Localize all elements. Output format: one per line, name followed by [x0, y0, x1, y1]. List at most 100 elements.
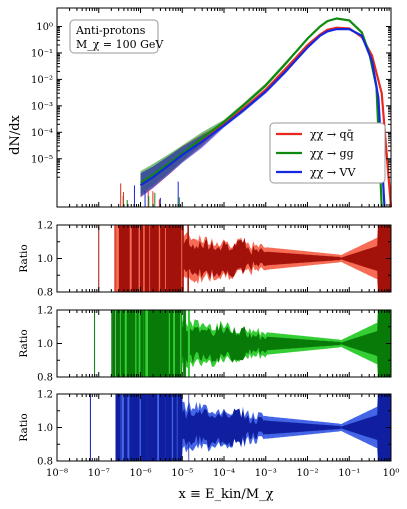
ratio-spike — [168, 310, 170, 377]
annotation-line-1: Anti-protons — [75, 24, 146, 37]
ratio-bands — [94, 310, 391, 377]
main-y-axis-label: dN/dx — [8, 114, 23, 154]
ratio-spike — [171, 310, 173, 377]
ratio-spike — [112, 310, 115, 377]
ratio-spike — [158, 225, 161, 292]
ratio-spike — [149, 225, 151, 292]
ratio-spike — [157, 394, 159, 461]
ratio-y-tick-label: 1.0 — [37, 423, 53, 434]
ratio-y-tick-label: 0.8 — [37, 457, 53, 468]
legend: χχ → qq̄ χχ → gg χχ → VV — [269, 122, 386, 184]
ratio-spike — [129, 225, 132, 292]
ratio-spike — [138, 310, 141, 377]
legend-label: χχ → gg — [310, 147, 354, 160]
ratio-y-tick-label: 1.0 — [37, 339, 53, 350]
ratio-spike — [119, 310, 121, 377]
ratio-spike — [129, 394, 132, 461]
ratio-panel-gg: 0.8 1.0 1.2 Ratio — [18, 306, 392, 384]
annotation-line-2: M_χ = 100 GeV — [76, 38, 164, 51]
legend-label: χχ → VV — [310, 166, 356, 179]
ratio-bands — [98, 225, 391, 292]
ratio-spike — [163, 394, 166, 461]
ratio-spike — [187, 225, 189, 292]
ratio-spike — [144, 394, 146, 461]
ratio-spike — [182, 225, 184, 292]
y-tick-label: 10⁰ — [36, 22, 53, 33]
ratio-spike — [115, 225, 117, 292]
ratio-spike — [146, 310, 149, 377]
x-axis-label: x ≡ E_kin/M_χ — [179, 487, 274, 502]
x-tick-label: 10⁻⁶ — [129, 468, 151, 479]
ratio-spike — [125, 225, 128, 292]
x-tick-label: 10⁻⁴ — [213, 468, 235, 479]
ratio-y-tick-label: 0.8 — [37, 373, 53, 384]
ratio-panel-vv: 0.8 1.0 1.2 Ratio — [18, 390, 392, 468]
ratio-spike — [127, 225, 129, 292]
x-tick-label: 10⁻⁷ — [88, 468, 110, 479]
x-tick-label: 10⁻² — [296, 468, 318, 479]
ratio-spike — [135, 225, 138, 292]
ratio-spike — [163, 225, 165, 292]
ratio-spike — [176, 394, 178, 461]
ratio-spike — [128, 394, 130, 461]
x-tick-label: 10⁻¹ — [338, 468, 360, 479]
ratio-spike — [172, 310, 173, 377]
y-tick-label: 10⁻⁵ — [31, 154, 53, 165]
ratio-spike — [120, 394, 122, 461]
ratio-spike — [124, 310, 127, 377]
ratio-spike — [135, 310, 137, 377]
ratio-spike — [188, 394, 190, 461]
ratio-spike — [143, 225, 145, 292]
ratio-spike — [121, 394, 124, 461]
ratio-y-axis-label: Ratio — [18, 329, 30, 357]
ratio-spike — [137, 225, 139, 292]
ratio-spike — [169, 394, 171, 461]
main-series-lines — [139, 17, 393, 208]
x-tick-label: 10⁻⁸ — [46, 468, 68, 479]
y-tick-label: 10⁻³ — [31, 101, 53, 112]
ratio-spike — [138, 225, 140, 292]
ratio-y-axis-label: Ratio — [18, 413, 30, 441]
ratio-y-tick-label: 1.2 — [37, 306, 53, 317]
ratio-spike — [164, 225, 166, 292]
ratio-spike — [114, 225, 116, 292]
y-tick-label: 10⁻⁴ — [31, 128, 53, 139]
annotation-box — [69, 19, 159, 54]
main-frame — [56, 7, 392, 208]
main-spectrum-panel: 10⁰ 10⁻¹ 10⁻² 10⁻³ 10⁻⁴ 10⁻⁵ dN/dx Anti-proto… — [8, 7, 393, 208]
ratio-spike — [173, 310, 176, 377]
ratio-spike — [141, 310, 144, 377]
y-tick-label: 10⁻² — [31, 75, 53, 86]
ratio-spike — [139, 394, 141, 461]
ratio-spike — [118, 225, 119, 292]
ratio-spike — [111, 310, 113, 377]
ratio-spike — [134, 394, 136, 461]
ratio-spike — [145, 310, 148, 377]
ratio-y-tick-label: 1.2 — [37, 390, 53, 401]
ratio-spike — [155, 394, 157, 461]
ratio-y-tick-label: 1.2 — [37, 221, 53, 232]
ratio-spike — [142, 394, 144, 461]
ratio-spike — [185, 310, 187, 377]
x-tick-label: 10⁰ — [383, 468, 400, 479]
ratio-spike — [183, 310, 185, 377]
ratio-spike — [116, 225, 119, 292]
ratio-spike — [118, 310, 120, 377]
ratio-spike — [127, 394, 130, 461]
ratio-spike — [145, 394, 148, 461]
ratio-bands — [89, 394, 391, 461]
ratio-y-tick-label: 1.0 — [37, 254, 53, 265]
ratio-panel-qq: 0.8 1.0 1.2 Ratio — [18, 221, 392, 299]
ratio-spike — [148, 225, 151, 292]
ratio-y-axis-label: Ratio — [18, 244, 30, 272]
ratio-spike — [187, 310, 190, 377]
series-line-2 — [139, 28, 386, 208]
ratio-inner-band — [115, 394, 391, 461]
ratio-spike — [180, 310, 182, 377]
main-uncertainty-bands — [120, 18, 391, 208]
ratio-y-tick-label: 0.8 — [37, 288, 53, 299]
ratio-inner-band — [115, 225, 391, 292]
ratio-spike — [171, 394, 174, 461]
legend-label: χχ → qq̄ — [310, 128, 354, 141]
